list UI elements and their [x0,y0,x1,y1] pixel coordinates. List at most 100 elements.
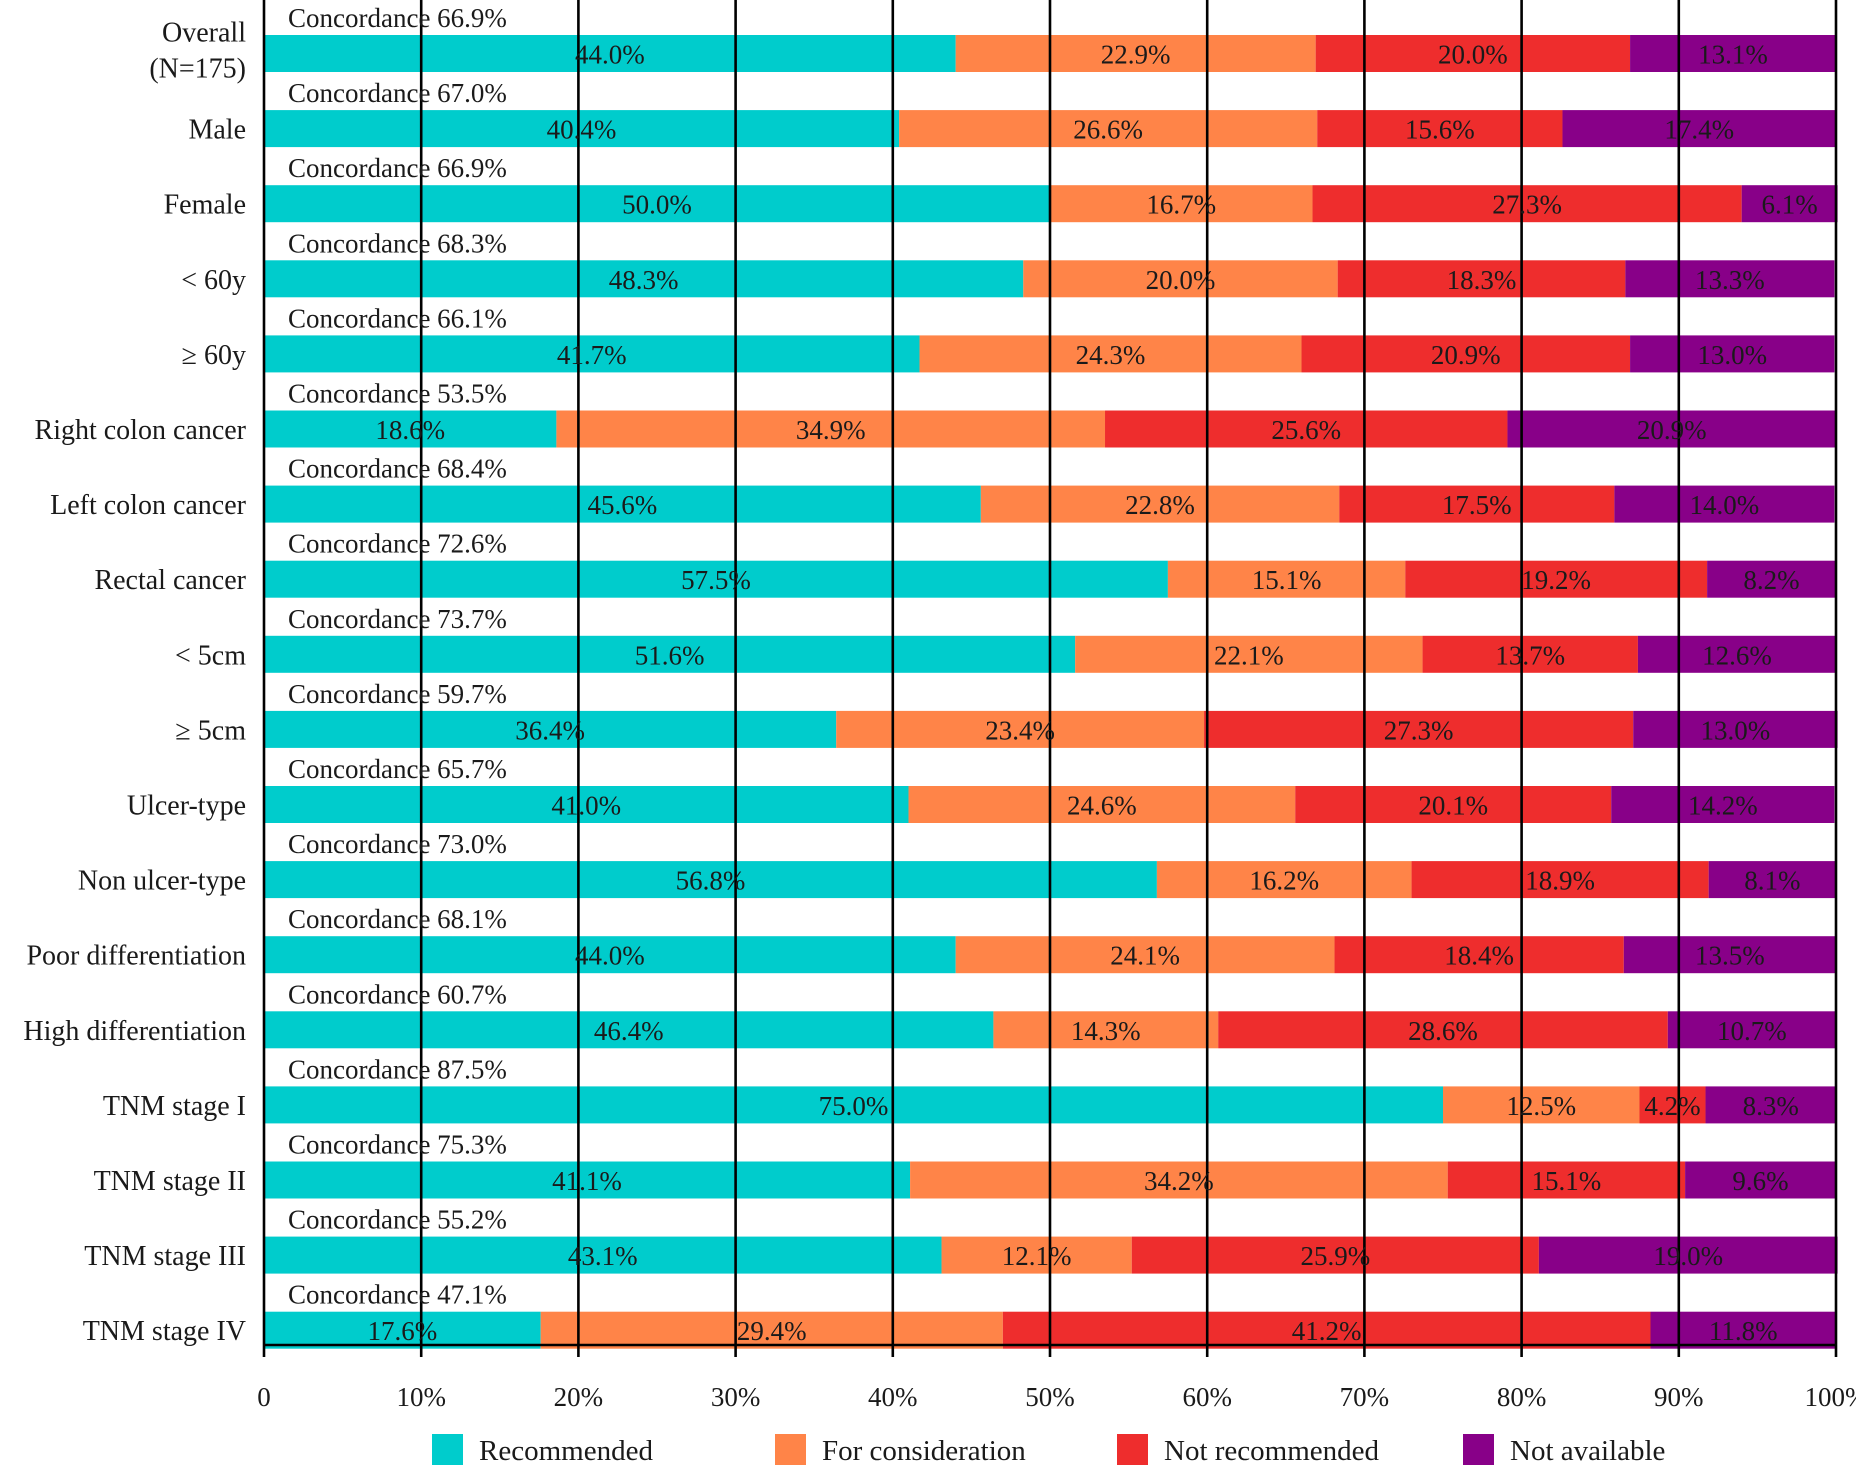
concordance-label: Concordance 67.0% [288,78,507,108]
bar-value-label: 14.2% [1688,791,1758,821]
bar-segment [1630,335,1835,373]
bar-segment [264,1086,1443,1124]
category-label-line: TNM stage IV [83,1316,246,1347]
category-label: TNM stage II [94,1166,246,1197]
bar-segment [1562,110,1836,148]
bar-value-label: 18.6% [375,415,445,445]
bar-segment [1411,861,1709,899]
bar-segment [264,35,956,72]
bar-value-label: 43.1% [568,1241,638,1271]
bar-segment [1614,485,1835,523]
bar-segment [264,861,1157,899]
legend-swatch [1463,1434,1494,1465]
category-label-line: TNM stage III [84,1241,246,1272]
category-label-line: High differentiation [23,1016,246,1047]
bar-segment [1650,1311,1836,1349]
bar-segment [980,485,1340,523]
bar-segment [955,936,1335,974]
legend-swatch [775,1434,806,1465]
bar-value-label: 51.6% [635,640,705,670]
concordance-label: Concordance 53.5% [288,379,507,409]
bar-value-label: 41.1% [552,1166,622,1196]
bar-value-label: 25.9% [1300,1241,1370,1271]
bar-value-label: 8.3% [1743,1091,1799,1121]
concordance-label: Concordance 60.7% [288,979,507,1009]
legend: Recommended For consideration Not recommen… [432,1434,1665,1467]
concordance-label: Concordance 47.1% [288,1280,507,1310]
legend-label: Not recommended [1164,1435,1380,1467]
bar-segment [264,260,1024,298]
bar-segment [1623,936,1836,974]
bar-value-label: 23.4% [985,715,1055,745]
bar-value-label: 4.2% [1644,1091,1700,1121]
x-tick-label: 100% [1805,1382,1856,1412]
category-label: < 5cm [175,640,246,671]
category-label-line: TNM stage I [103,1091,246,1122]
concordance-label: Concordance 68.1% [288,904,507,934]
bar-segment [1301,335,1631,373]
bar-segment [1708,861,1836,899]
category-label: TNM stage III [84,1241,246,1272]
bar-segment [264,410,557,448]
x-tick-label: 30% [711,1382,761,1412]
bar-value-label: 41.0% [551,791,621,821]
x-tick-label: 0 [257,1382,271,1412]
bar-value-label: 22.8% [1125,490,1195,520]
bar-segment [264,786,909,823]
bar-value-label: 8.2% [1743,565,1799,595]
bar-value-label: 24.6% [1067,791,1137,821]
category-label: TNM stage IV [83,1316,246,1347]
bar-segment [955,35,1316,72]
category-label-line: Overall [162,18,246,49]
bar-segment [264,1311,541,1349]
bar-value-label: 20.9% [1431,340,1501,370]
category-label-line: Ulcer-type [127,791,246,822]
bar-segment [1339,485,1615,523]
bar-segment [1625,260,1835,298]
bar-value-label: 14.0% [1690,490,1760,520]
bar-value-label: 19.0% [1653,1241,1723,1271]
bar-segment [1611,786,1835,823]
concordance-label: Concordance 75.3% [288,1130,507,1160]
bar-value-label: 48.3% [609,265,679,295]
bar-segment [1295,786,1612,823]
concordance-label: Concordance 73.7% [288,604,507,634]
bar-segment [1050,185,1313,223]
concordance-label: Concordance 59.7% [288,679,507,709]
category-label: Female [164,190,246,221]
legend-swatch [1117,1434,1148,1465]
bar-segment [1105,410,1508,448]
bar-segment [264,185,1050,223]
bar-value-label: 18.4% [1444,941,1514,971]
legend-swatch [432,1434,463,1465]
bar-segment [264,936,956,974]
bar-value-label: 29.4% [737,1316,807,1346]
x-tick-label: 80% [1497,1382,1547,1412]
bar-segment [1639,1086,1706,1124]
bar-value-label: 20.1% [1418,791,1488,821]
bar-segment [1507,410,1836,448]
category-label-line: Male [188,115,246,146]
x-tick-label: 70% [1340,1382,1390,1412]
bar-segment [264,1011,994,1049]
category-label-line: Non ulcer-type [78,866,246,897]
bar-value-label: 15.1% [1532,1166,1602,1196]
bar-value-label: 22.9% [1101,40,1171,70]
bar-value-label: 14.3% [1071,1016,1141,1046]
bar-segment [556,410,1106,448]
bar-segment [1630,35,1836,72]
bar-value-label: 17.6% [367,1316,437,1346]
bar-segment [264,485,981,523]
bar-value-label: 46.4% [594,1016,664,1046]
bar-segment [264,1161,911,1199]
bar-value-label: 20.0% [1438,40,1508,70]
category-label: Poor differentiation [26,941,246,972]
bar-value-label: 13.1% [1698,40,1768,70]
bar-value-label: 56.8% [676,866,746,896]
bar-segment [910,1161,1448,1199]
concordance-label: Concordance 66.1% [288,303,507,333]
bar-segment [1156,861,1412,899]
bar-value-label: 13.7% [1495,640,1565,670]
bar-segment [1131,1236,1539,1274]
